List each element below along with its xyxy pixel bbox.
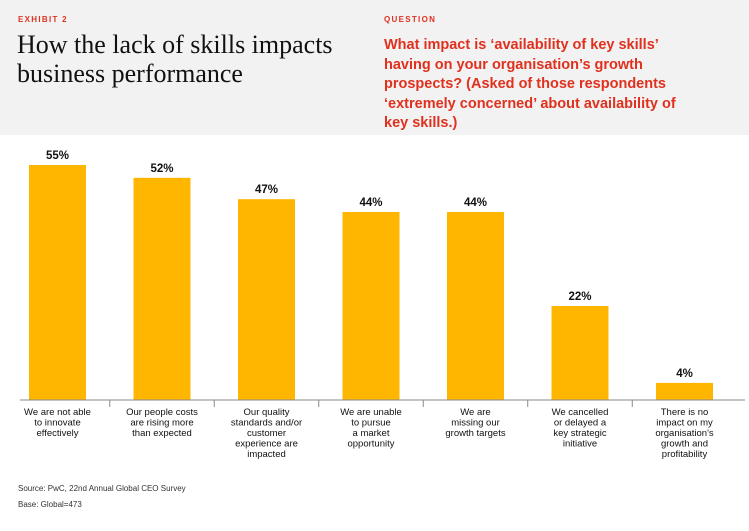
value-label-6: 22% [568,291,591,303]
category-label-1: We are not able to innovate effectively [24,407,91,439]
value-label-7: 4% [676,368,693,380]
bar-7 [656,382,713,400]
value-label-3: 47% [255,184,278,196]
base-note: Base: Global=473 [18,500,82,509]
value-label-5: 44% [464,197,487,209]
question-text: What impact is ‘availability of key skil… [384,37,676,131]
value-label-1: 55% [46,150,69,162]
header-panel: EXHIBIT 2 How the lack of skills impacts… [0,0,749,135]
question-label: QUESTION [384,15,437,24]
bar-6 [551,306,609,400]
source-note: Source: PwC, 22nd Annual Global CEO Surv… [18,484,186,493]
bar-3 [238,199,295,400]
bar-5 [447,212,504,400]
category-label-6: We cancelled or delayed a key strategic ini… [552,407,609,450]
value-label-2: 52% [150,163,173,175]
bar-4 [342,212,400,400]
category-label-5: We are missing our growth targets [445,407,505,439]
bar-2 [133,177,191,400]
category-label-2: Our people costs are rising more than expe… [126,407,198,439]
exhibit-label: EXHIBIT 2 [18,15,68,24]
category-label-4: We are unable to pursue a market opportunit… [340,407,402,450]
category-label-7: There is no impact on my organisation's gro… [655,407,714,460]
category-label-3: Our quality standards and/or customer exper… [231,407,302,460]
bar-1 [29,165,86,400]
chart-title: How the lack of skills impacts business … [17,30,333,88]
value-label-4: 44% [359,197,382,209]
bar-chart: 55% We are not able to innovate effectively… [20,150,745,460]
